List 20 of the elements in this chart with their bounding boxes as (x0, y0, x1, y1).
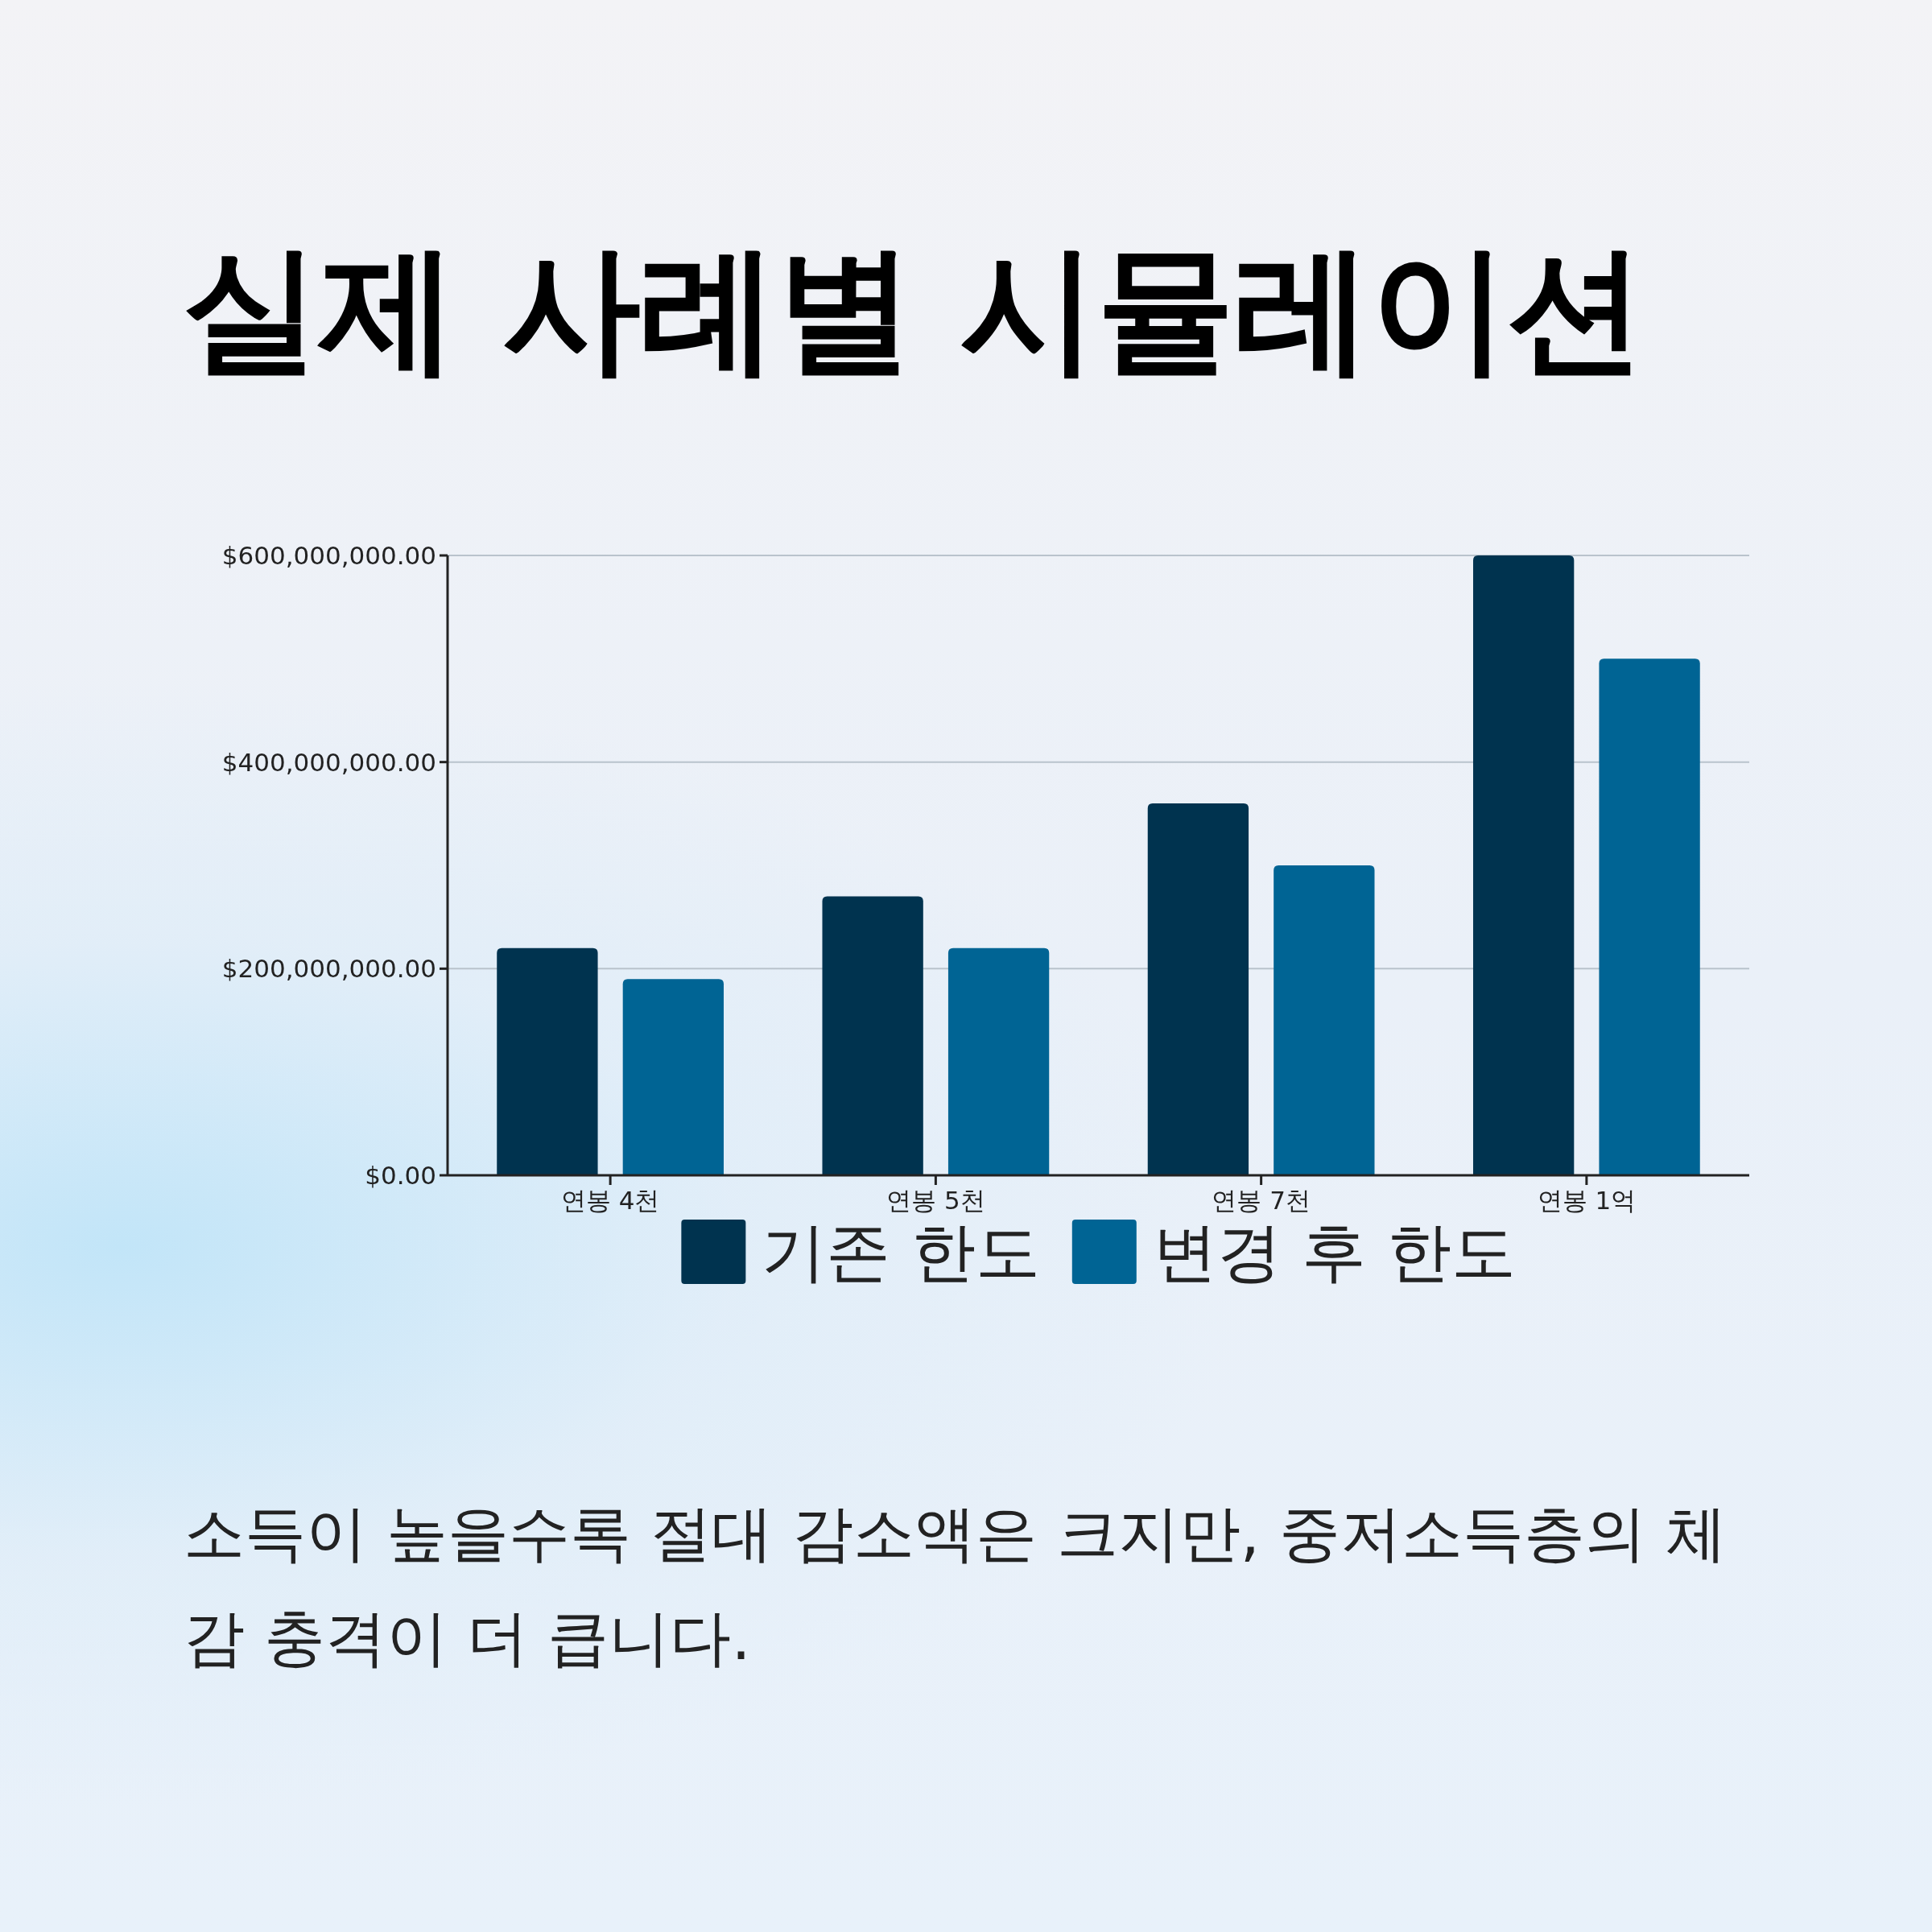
legend-label: 변경 후 한도 (1152, 1215, 1516, 1290)
bar (622, 979, 724, 1175)
x-tick-label: 연봉 5천 (886, 1186, 985, 1215)
x-tick-label: 연봉 4천 (560, 1186, 660, 1215)
text: 소득이 높을수록 절대 감소액은 크지만, 중저소득층의 체감 충격이 더 큽니다. (184, 1496, 1728, 1675)
chart-title: 실제 사례별 시뮬레이션 (182, 227, 1644, 391)
bar (1472, 555, 1575, 1175)
bar (822, 896, 923, 1175)
y-tick-label: $600,000,000.00 (221, 541, 436, 570)
bar (1274, 865, 1375, 1175)
bar (947, 947, 1050, 1175)
bar (497, 947, 598, 1175)
x-tick-label: 연봉 1억 (1537, 1186, 1637, 1215)
y-tick-label: $400,000,000.00 (221, 747, 436, 777)
bar (1147, 803, 1249, 1175)
legend-label: 기존 한도 (762, 1215, 1040, 1290)
y-tick-label: $200,000,000.00 (221, 954, 436, 984)
x-tick-label: 연봉 7천 (1212, 1186, 1311, 1215)
bar (1599, 658, 1700, 1175)
y-tick-label: $0.00 (365, 1161, 436, 1190)
